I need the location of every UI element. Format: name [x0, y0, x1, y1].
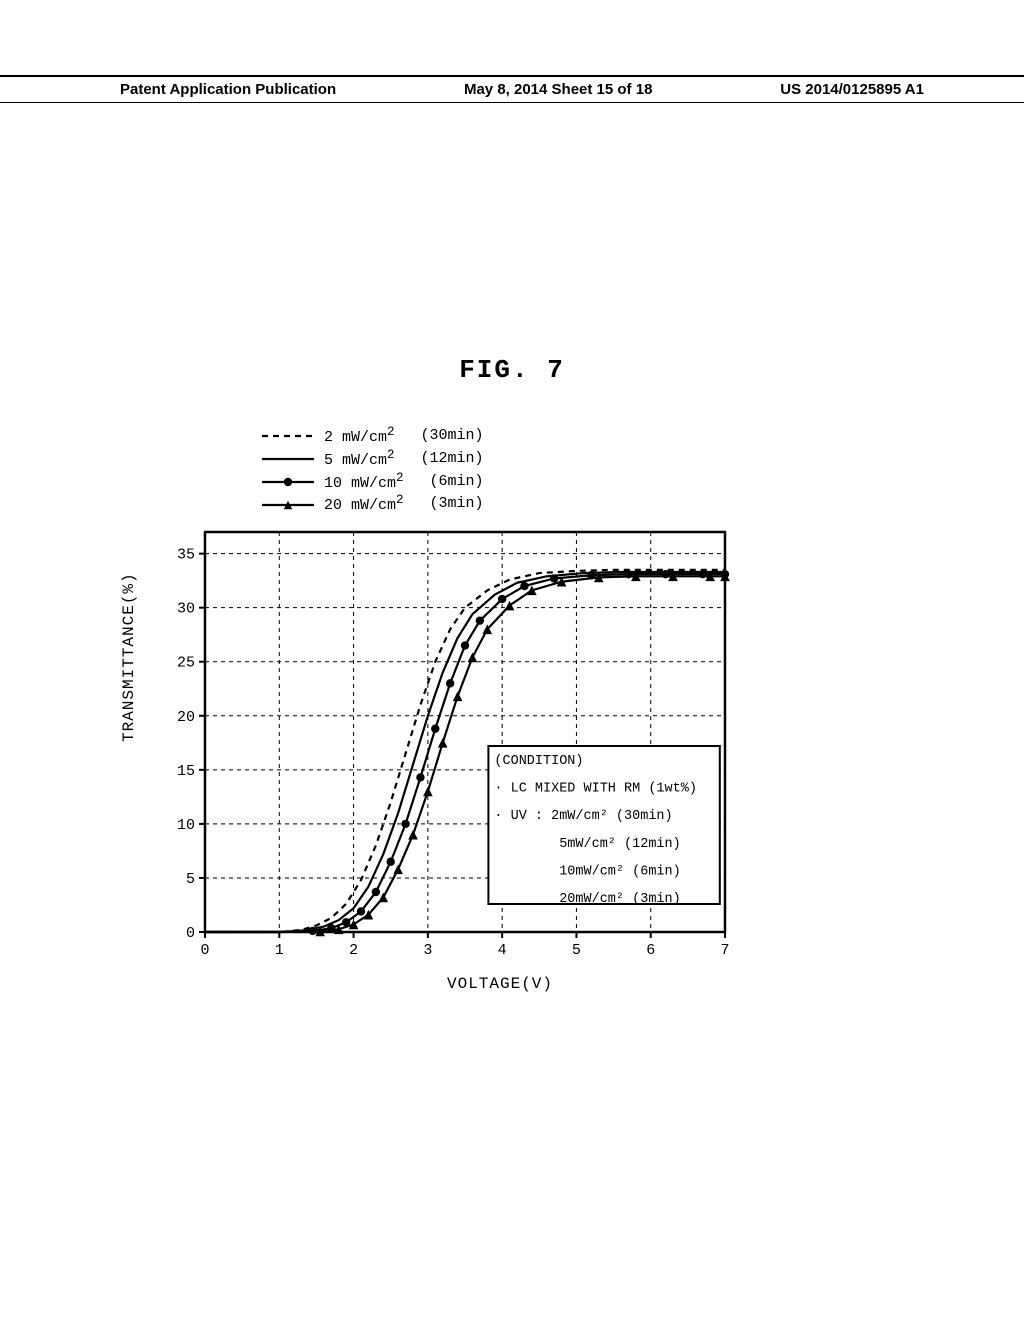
- legend-swatch: [260, 475, 316, 489]
- svg-text:2: 2: [349, 942, 358, 959]
- condition-line: · UV : 2mW/cm² (30min): [494, 809, 672, 824]
- svg-text:0: 0: [186, 925, 195, 942]
- chart-area: 2 mW/cm2 (30min) 5 mW/cm2 (12min) 10 mW/cm…: [150, 425, 850, 993]
- svg-text:1: 1: [275, 942, 284, 959]
- header-center: May 8, 2014 Sheet 15 of 18: [464, 81, 652, 98]
- condition-line: 20mW/cm² (3min): [494, 892, 680, 907]
- condition-line: 10mW/cm² (6min): [494, 864, 680, 879]
- svg-text:7: 7: [720, 942, 729, 959]
- figure-title: FIG. 7: [0, 355, 1024, 385]
- svg-text:15: 15: [177, 763, 195, 780]
- page-header: Patent Application Publication May 8, 20…: [0, 75, 1024, 103]
- chart-xlabel: VOLTAGE(V): [150, 975, 850, 993]
- legend-row: 5 mW/cm2 (12min): [260, 448, 850, 471]
- legend-swatch: [260, 429, 316, 443]
- svg-text:4: 4: [498, 942, 507, 959]
- svg-text:20: 20: [177, 709, 195, 726]
- legend-row: 10 mW/cm2 (6min): [260, 471, 850, 494]
- legend-row: 20 mW/cm2 (3min): [260, 493, 850, 516]
- header-right: US 2014/0125895 A1: [780, 81, 924, 98]
- svg-text:3: 3: [423, 942, 432, 959]
- condition-line: 5mW/cm² (12min): [494, 837, 680, 852]
- header-left: Patent Application Publication: [120, 81, 336, 98]
- svg-text:5: 5: [572, 942, 581, 959]
- svg-text:35: 35: [177, 547, 195, 564]
- chart-svg: 0 1 2 3 4 5 6 7 0 5 10 15 20 25 30 35 (CONDITION) · LC MI…: [150, 522, 735, 964]
- legend-note: (6min): [430, 473, 484, 492]
- svg-text:30: 30: [177, 601, 195, 618]
- condition-line: (CONDITION): [494, 754, 583, 769]
- legend-note: (12min): [421, 450, 484, 469]
- header-row: Patent Application Publication May 8, 20…: [0, 81, 1024, 98]
- svg-text:6: 6: [646, 942, 655, 959]
- chart-legend: 2 mW/cm2 (30min) 5 mW/cm2 (12min) 10 mW/cm…: [260, 425, 850, 516]
- legend-label: 20 mW/cm2: [324, 493, 404, 516]
- legend-label: 2 mW/cm2: [324, 425, 395, 448]
- svg-text:5: 5: [186, 871, 195, 888]
- svg-text:10: 10: [177, 817, 195, 834]
- legend-note: (3min): [430, 495, 484, 514]
- legend-label: 10 mW/cm2: [324, 471, 404, 494]
- condition-line: · LC MIXED WITH RM (1wt%): [494, 782, 697, 797]
- chart-plot-wrap: TRANSMITTANCE(%) 0123456705101520253035(…: [150, 522, 850, 993]
- legend-swatch: [260, 452, 316, 466]
- legend-swatch: [260, 498, 316, 512]
- svg-text:25: 25: [177, 655, 195, 672]
- legend-note: (30min): [421, 427, 484, 446]
- header-rule: [0, 102, 1024, 103]
- legend-label: 5 mW/cm2: [324, 448, 395, 471]
- svg-text:0: 0: [200, 942, 209, 959]
- chart-ylabel: TRANSMITTANCE(%): [120, 572, 138, 742]
- page: Patent Application Publication May 8, 20…: [0, 0, 1024, 1320]
- legend-row: 2 mW/cm2 (30min): [260, 425, 850, 448]
